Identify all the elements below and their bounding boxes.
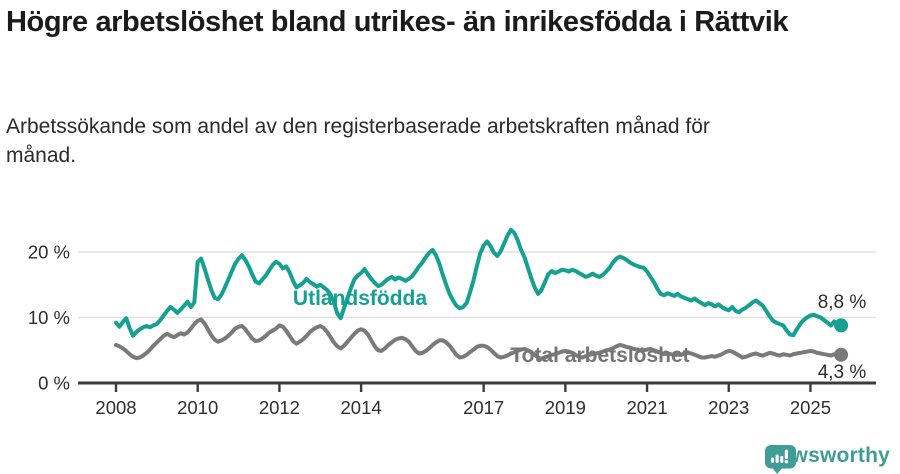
x-tick-label: 2025 <box>790 397 831 418</box>
series-line-total-arbetsl-shet <box>114 317 844 361</box>
x-tick-label: 2023 <box>708 397 749 418</box>
x-tick-label: 2019 <box>545 397 586 418</box>
x-tick-label: 2017 <box>463 397 504 418</box>
page-subtitle: Arbetssökande som andel av den registerb… <box>6 115 710 167</box>
end-value-label-utlandsfodda: 8,8 % <box>817 292 867 313</box>
x-tick-label: 2012 <box>259 397 300 418</box>
series-label-total-arbetsloshet: Total arbetslöshet <box>510 344 690 367</box>
y-tick-label: 20 % <box>28 242 70 263</box>
y-tick-label: 0 % <box>38 373 70 394</box>
x-tick-label: 2008 <box>95 397 136 418</box>
newsworthy-logo-icon <box>765 445 797 474</box>
end-value-label-total: 4,3 % <box>817 362 867 383</box>
x-tick-label: 2021 <box>626 397 667 418</box>
series-label-utlandsfodda: Utlandsfödda <box>292 287 428 310</box>
y-tick-label: 10 % <box>28 307 70 328</box>
series-line-utlandsf-dda <box>114 227 844 338</box>
series-end-dot-total-arbetsl-shet <box>834 347 849 362</box>
series-end-dot-utlandsf-dda <box>834 318 849 333</box>
page-title: Högre arbetslöshet bland utrikes- än inr… <box>6 6 789 38</box>
x-tick-label: 2014 <box>341 397 382 418</box>
x-tick-label: 2010 <box>177 397 218 418</box>
brand-footer: Newsworthy <box>764 444 890 474</box>
